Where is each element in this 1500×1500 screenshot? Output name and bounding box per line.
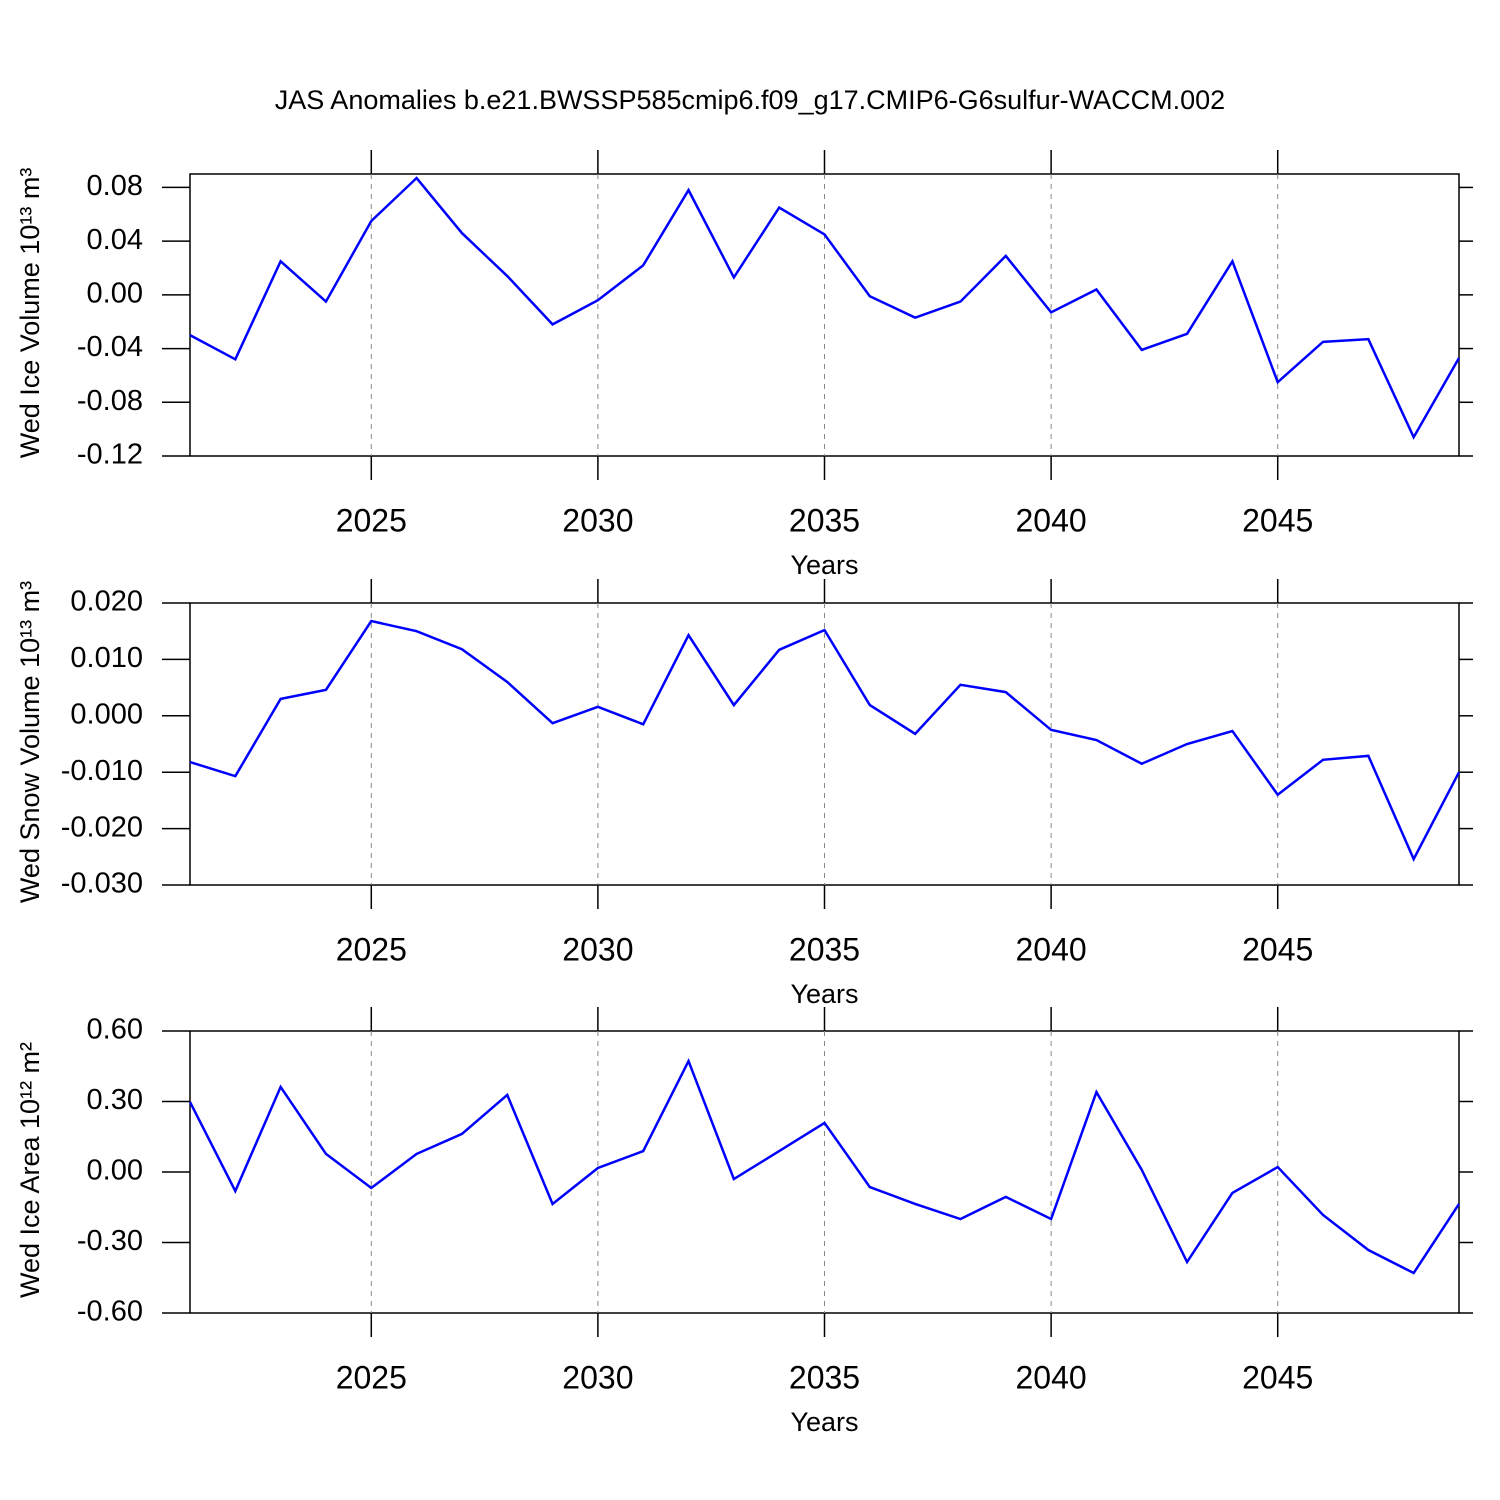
y-tick-label: -0.030 [61, 868, 143, 900]
x-tick-label: 2035 [789, 931, 860, 967]
x-tick-label: 2025 [336, 931, 407, 967]
y-axis-label: Wed Ice Area 10¹² m² [15, 1042, 45, 1298]
data-line [188, 1057, 1461, 1275]
y-tick-label: 0.00 [87, 278, 143, 310]
x-axis-label: Years [790, 550, 858, 580]
y-tick-label: 0.30 [87, 1084, 143, 1116]
x-tick-label: 2040 [1016, 502, 1087, 538]
y-tick-label: -0.30 [77, 1225, 143, 1257]
x-axis-label: Years [790, 979, 858, 1009]
x-tick-label: 2040 [1016, 931, 1087, 967]
y-tick-label: 0.00 [87, 1155, 143, 1187]
y-tick-label: -0.020 [61, 811, 143, 843]
x-tick-label: 2045 [1242, 502, 1313, 538]
x-tick-label: 2025 [336, 502, 407, 538]
y-tick-label: -0.60 [77, 1296, 143, 1328]
y-axis-label: Wed Ice Volume 10¹³ m³ [15, 168, 45, 459]
x-tick-label: 2025 [336, 1359, 407, 1395]
chart-title: JAS Anomalies b.e21.BWSSP585cmip6.f09_g1… [275, 85, 1225, 115]
x-tick-label: 2035 [789, 502, 860, 538]
y-tick-label: 0.60 [87, 1014, 143, 1046]
x-tick-label: 2045 [1242, 1359, 1313, 1395]
y-tick-label: 0.04 [87, 224, 143, 256]
y-tick-label: -0.010 [61, 755, 143, 787]
data-line [189, 619, 1461, 862]
x-tick-label: 2045 [1242, 931, 1313, 967]
x-axis-label: Years [790, 1407, 858, 1437]
y-tick-label: -0.08 [77, 385, 143, 417]
y-tick-label: 0.010 [70, 642, 143, 674]
y-tick-label: -0.04 [77, 331, 143, 363]
y-tick-label: 0.08 [87, 170, 143, 202]
y-tick-label: 0.020 [70, 586, 143, 618]
y-tick-label: -0.12 [77, 439, 143, 471]
data-line [189, 176, 1461, 440]
x-tick-label: 2035 [789, 1359, 860, 1395]
y-axis-label: Wed Snow Volume 10¹³ m³ [15, 581, 45, 903]
y-tick-label: 0.000 [70, 698, 143, 730]
x-tick-label: 2040 [1016, 1359, 1087, 1395]
x-tick-label: 2030 [562, 502, 633, 538]
x-tick-label: 2030 [562, 931, 633, 967]
x-tick-label: 2030 [562, 1359, 633, 1395]
